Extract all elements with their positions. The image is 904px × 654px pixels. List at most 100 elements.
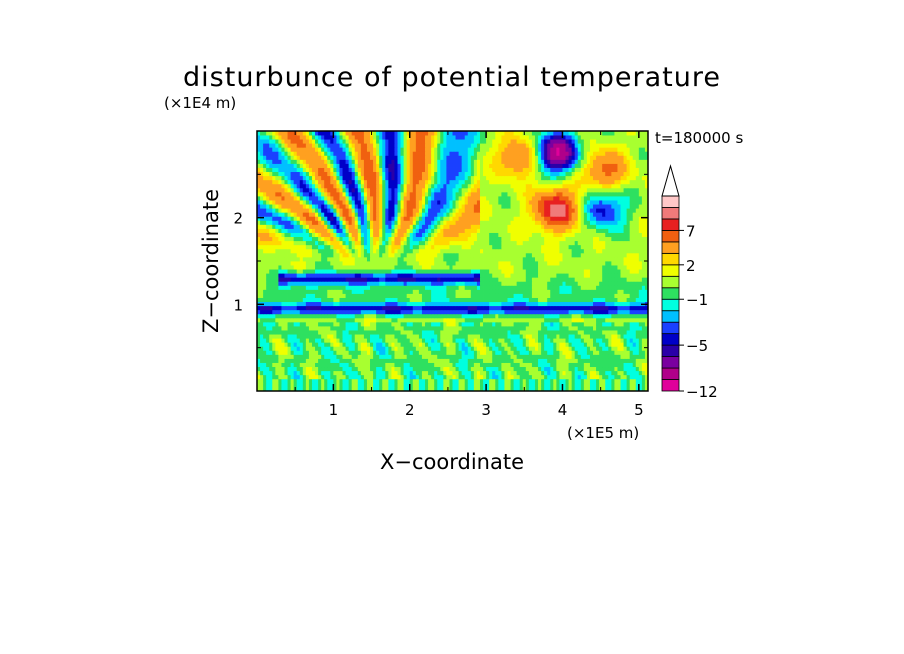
- heatmap-cell: [507, 305, 511, 311]
- heatmap-cell: [458, 297, 463, 303]
- heatmap-cell: [461, 354, 466, 359]
- heatmap-cell: [342, 338, 346, 343]
- heatmap-cell: [626, 252, 631, 258]
- heatmap-cell: [443, 289, 447, 294]
- heatmap-cell: [360, 382, 365, 388]
- heatmap-cell: [599, 240, 603, 246]
- heatmap-cell: [397, 342, 401, 347]
- heatmap-cell: [589, 236, 594, 242]
- heatmap-cell: [287, 334, 291, 339]
- heatmap-cell: [370, 248, 374, 254]
- heatmap-cell: [263, 386, 267, 391]
- heatmap-cell: [425, 261, 429, 266]
- heatmap-cell: [605, 305, 609, 311]
- heatmap-cell: [644, 281, 648, 286]
- heatmap-cell: [507, 338, 511, 343]
- heatmap-cell: [333, 285, 337, 290]
- heatmap-cell: [302, 281, 307, 286]
- heatmap-cell: [324, 362, 328, 368]
- heatmap-cell: [379, 338, 383, 343]
- heatmap-cell: [605, 232, 609, 238]
- heatmap-cell: [376, 374, 380, 380]
- heatmap-cell: [596, 338, 600, 343]
- heatmap-cell: [632, 366, 637, 372]
- heatmap-cell: [470, 321, 475, 327]
- heatmap-cell: [263, 228, 267, 233]
- heatmap-cell: [382, 273, 386, 278]
- heatmap-cell: [385, 252, 389, 258]
- heatmap-cell: [486, 346, 490, 351]
- heatmap-cell: [504, 378, 508, 384]
- heatmap-cell: [376, 342, 380, 347]
- heatmap-cell: [333, 366, 337, 372]
- heatmap-cell: [363, 277, 368, 282]
- heatmap-cell: [568, 326, 573, 331]
- heatmap-cell: [351, 265, 356, 270]
- heatmap-cell: [513, 358, 518, 363]
- heatmap-cell: [492, 236, 496, 242]
- heatmap-cell: [596, 305, 600, 311]
- heatmap-cell: [513, 374, 518, 380]
- heatmap-cell: [339, 382, 343, 388]
- heatmap-cell: [333, 236, 337, 242]
- heatmap-cell: [644, 342, 648, 347]
- heatmap-cell: [269, 309, 273, 315]
- heatmap-cell: [531, 277, 536, 282]
- heatmap-cell: [559, 366, 563, 372]
- heatmap-cell: [559, 281, 563, 286]
- heatmap-cell: [504, 358, 508, 363]
- heatmap-cell: [574, 289, 579, 294]
- heatmap-cell: [531, 256, 536, 262]
- heatmap-cell: [345, 342, 350, 347]
- heatmap-cell: [385, 346, 389, 351]
- heatmap-cell: [586, 273, 591, 278]
- heatmap-cell: [397, 346, 401, 351]
- heatmap-cell: [397, 277, 401, 282]
- heatmap-cell: [400, 248, 405, 254]
- heatmap-cell: [324, 370, 328, 376]
- heatmap-cell: [434, 326, 438, 331]
- heatmap-cell: [366, 261, 371, 266]
- heatmap-cell: [531, 244, 536, 250]
- heatmap-cell: [421, 366, 426, 372]
- heatmap-cell: [272, 273, 276, 278]
- heatmap-cell: [363, 317, 368, 323]
- heatmap-cell: [354, 277, 359, 282]
- heatmap-cell: [593, 273, 597, 278]
- heatmap-cell: [308, 293, 313, 298]
- heatmap-cell: [260, 277, 264, 282]
- heatmap-cell: [467, 321, 472, 327]
- heatmap-cell: [400, 281, 405, 286]
- heatmap-cell: [550, 281, 554, 286]
- heatmap-cell: [373, 346, 377, 351]
- heatmap-cell: [425, 285, 429, 290]
- heatmap-cell: [305, 317, 310, 323]
- heatmap-cell: [559, 236, 563, 242]
- heatmap-cell: [504, 297, 508, 303]
- heatmap-cell: [351, 342, 356, 347]
- heatmap-cell: [342, 378, 346, 384]
- heatmap-cell: [620, 370, 624, 376]
- heatmap-cell: [299, 232, 304, 238]
- heatmap-cell: [589, 362, 594, 368]
- heatmap-cell: [333, 338, 337, 343]
- heatmap-cell: [586, 309, 591, 315]
- heatmap-cell: [446, 301, 450, 307]
- heatmap-cell: [409, 386, 414, 391]
- heatmap-cell: [568, 334, 573, 339]
- heatmap-cell: [385, 240, 389, 246]
- heatmap-cell: [544, 261, 548, 266]
- heatmap-cell: [571, 269, 576, 274]
- heatmap-cell: [382, 378, 386, 384]
- heatmap-cell: [614, 232, 618, 238]
- heatmap-cell: [455, 378, 459, 384]
- heatmap-cell: [418, 346, 423, 351]
- heatmap-cell: [504, 240, 508, 246]
- heatmap-cell: [516, 305, 521, 311]
- heatmap-cell: [492, 232, 496, 238]
- heatmap-cell: [528, 236, 533, 242]
- heatmap-cell: [470, 309, 475, 315]
- heatmap-cell: [525, 277, 530, 282]
- heatmap-cell: [266, 309, 270, 315]
- heatmap-cell: [580, 269, 585, 274]
